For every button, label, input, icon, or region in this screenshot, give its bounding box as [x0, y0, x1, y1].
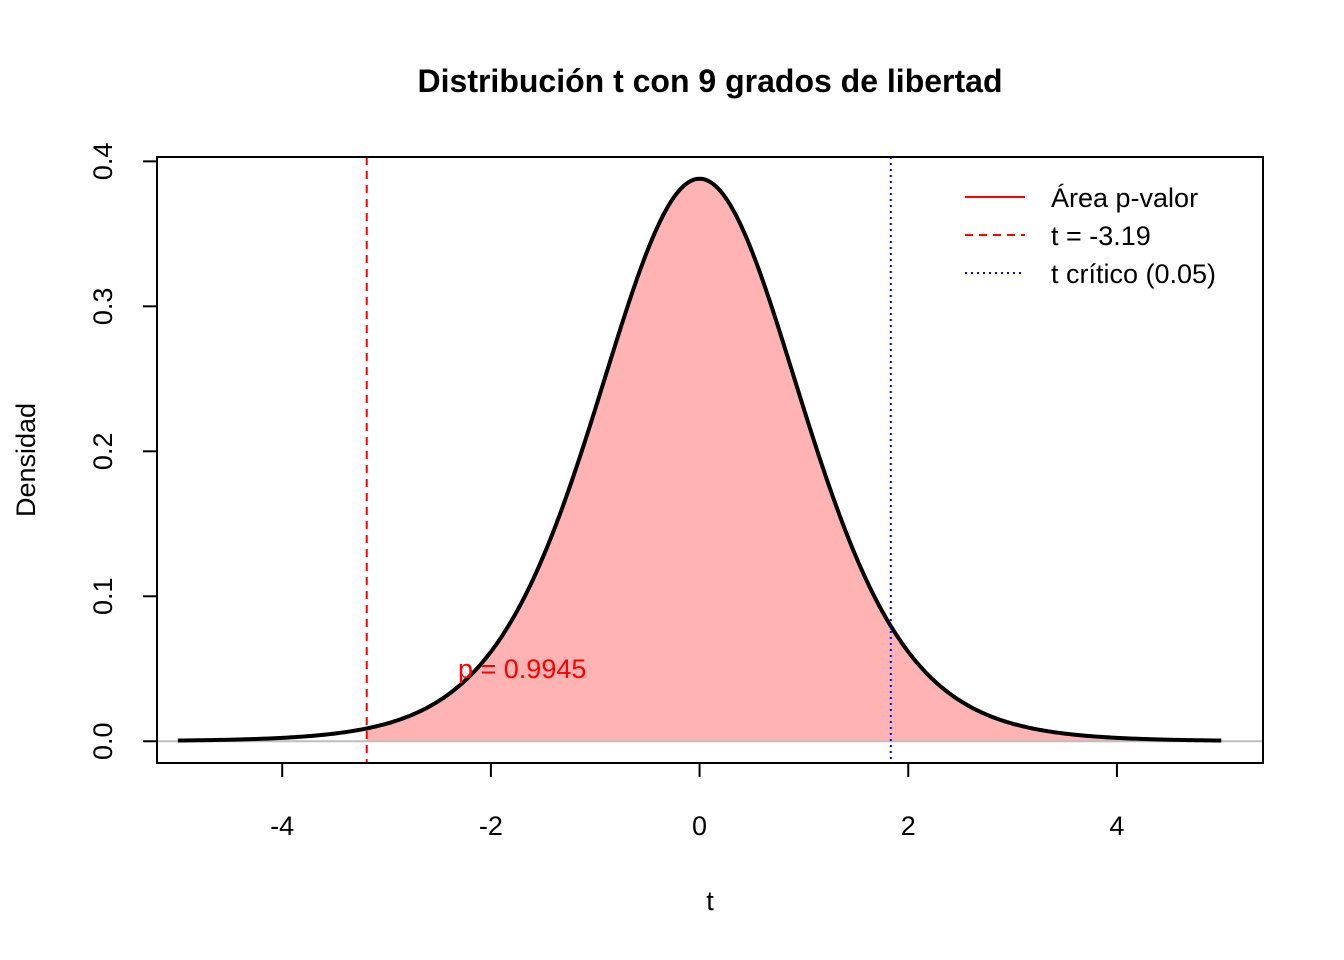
- y-tick-label: 0.2: [88, 433, 118, 471]
- x-tick-label: 0: [692, 811, 707, 841]
- legend-label: t crítico (0.05): [1051, 259, 1216, 289]
- x-axis: -4 -2 0 2 4: [270, 762, 1124, 841]
- legend-label: Área p-valor: [1051, 183, 1198, 213]
- y-tick-label: 0.3: [88, 288, 118, 326]
- y-axis-label: Densidad: [11, 403, 41, 517]
- x-tick-label: 2: [901, 811, 916, 841]
- y-tick-label: 0.0: [88, 722, 118, 760]
- y-tick-label: 0.4: [88, 143, 118, 181]
- x-axis-label: t: [706, 886, 714, 916]
- x-tick-label: -4: [270, 811, 294, 841]
- p-value-shaded-area: [366, 178, 1222, 742]
- y-axis: 0.0 0.1 0.2 0.3 0.4: [88, 143, 158, 760]
- p-value-annotation: p = 0.9945: [458, 654, 586, 684]
- legend: Área p-valor t = -3.19 t crítico (0.05): [965, 183, 1216, 289]
- plot-area: p = 0.9945: [157, 157, 1263, 763]
- legend-label: t = -3.19: [1051, 221, 1151, 251]
- chart-title: Distribución t con 9 grados de libertad: [418, 63, 1003, 99]
- density-curve: [177, 176, 1222, 743]
- y-tick-label: 0.1: [88, 578, 118, 616]
- x-tick-label: -2: [479, 811, 503, 841]
- x-tick-label: 4: [1109, 811, 1124, 841]
